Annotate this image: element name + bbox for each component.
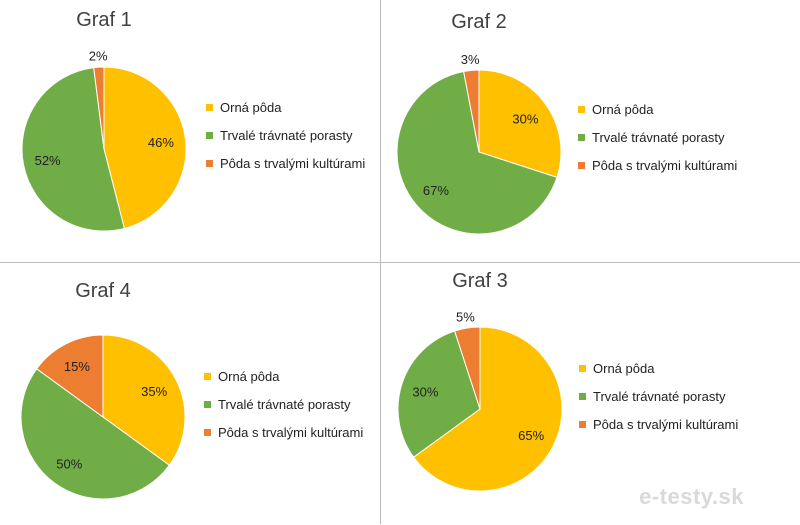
chart-title: Graf 3 — [452, 270, 508, 292]
pie-slice — [412, 326, 563, 492]
slice-data-label: 30% — [512, 111, 538, 126]
legend-item: Pôda s trvalými kultúrami — [578, 151, 737, 179]
pie-chart-svg: Graf 4 35% 50% 15% — [20, 280, 186, 500]
pie-slice — [103, 66, 187, 230]
legend-item: Trvalé trávnaté porasty — [578, 123, 737, 151]
legend-swatch — [204, 400, 211, 408]
legend-swatch — [578, 133, 585, 141]
legend-label: Orná pôda — [593, 360, 655, 376]
chart-title: Graf 2 — [451, 11, 507, 33]
slice-data-label: 15% — [64, 359, 90, 374]
pie-slice — [20, 368, 171, 500]
pie-slice — [478, 69, 562, 178]
chart-title: Graf 1 — [76, 9, 132, 31]
legend-label: Orná pôda — [220, 99, 282, 115]
slice-data-label: 5% — [456, 310, 475, 325]
pie-slice — [397, 330, 481, 458]
legend-label: Pôda s trvalými kultúrami — [593, 416, 739, 432]
slice-data-label: 3% — [461, 52, 480, 67]
slice-data-label: 67% — [423, 183, 449, 198]
legend-item: Orná pôda — [579, 354, 738, 382]
legend-item: Trvalé trávnaté porasty — [206, 121, 365, 149]
legend-swatch — [206, 159, 213, 167]
legend-label: Pôda s trvalými kultúrami — [592, 157, 738, 173]
legend-label: Trvalé trávnaté porasty — [218, 396, 351, 412]
legend-swatch — [578, 161, 585, 169]
pie-slice — [35, 334, 104, 418]
legend-item: Trvalé trávnaté porasty — [579, 382, 738, 410]
pie-chart-svg: Graf 3 65% 30% 5% — [397, 270, 563, 492]
legend-item: Orná pôda — [578, 95, 737, 123]
pie-chart-svg: Graf 2 30% 67% 3% — [396, 11, 562, 235]
legend-item: Orná pôda — [206, 93, 365, 121]
legend-swatch — [204, 372, 211, 380]
legend-swatch — [206, 131, 213, 139]
pie-chart-svg: Graf 1 46% 52% 2% — [21, 9, 187, 232]
slice-data-label: 50% — [56, 456, 82, 471]
legend-item: Pôda s trvalými kultúrami — [206, 149, 365, 177]
chart-panel-graf-2: Graf 2 30% 67% 3% Orná pôda Trvalé trávnaté p… — [381, 0, 761, 262]
legend-swatch — [578, 105, 585, 113]
legend-swatch — [204, 428, 211, 436]
slice-data-label: 52% — [35, 153, 61, 168]
pie-slice — [463, 69, 480, 153]
slice-data-label: 2% — [89, 49, 108, 64]
chart-panel-graf-4: Graf 4 35% 50% 15% Orná pôda Trvalé trávnaté … — [0, 263, 380, 525]
chart-legend: Orná pôda Trvalé trávnaté porasty Pôda s t… — [578, 95, 737, 179]
pie-slice — [396, 70, 558, 235]
chart-legend: Orná pôda Trvalé trávnaté porasty Pôda s t… — [206, 93, 365, 177]
horizontal-divider — [0, 262, 800, 263]
pie-slice — [93, 66, 105, 150]
slice-data-label: 30% — [412, 384, 438, 399]
legend-swatch — [579, 364, 586, 372]
slice-data-label: 46% — [148, 135, 174, 150]
chart-legend: Orná pôda Trvalé trávnaté porasty Pôda s t… — [204, 362, 363, 446]
chart-legend: Orná pôda Trvalé trávnaté porasty Pôda s t… — [579, 354, 738, 438]
slice-data-label: 35% — [141, 384, 167, 399]
legend-label: Pôda s trvalými kultúrami — [220, 155, 366, 171]
legend-item: Pôda s trvalými kultúrami — [204, 418, 363, 446]
pie-slice — [102, 334, 186, 466]
pie-slice — [454, 326, 481, 410]
legend-label: Orná pôda — [218, 368, 280, 384]
legend-swatch — [206, 103, 213, 111]
legend-label: Orná pôda — [592, 101, 654, 117]
watermark-text: e-testy.sk — [639, 484, 744, 509]
slice-data-label: 65% — [518, 428, 544, 443]
legend-swatch — [579, 392, 586, 400]
chart-panel-graf-3: Graf 3 65% 30% 5% Orná pôda Trvalé trávnaté p… — [381, 263, 761, 525]
chart-title: Graf 4 — [75, 280, 131, 302]
chart-panel-graf-1: Graf 1 46% 52% 2% Orná pôda Trvalé trávnaté p… — [0, 0, 380, 262]
legend-item: Trvalé trávnaté porasty — [204, 390, 363, 418]
legend-item: Pôda s trvalými kultúrami — [579, 410, 738, 438]
legend-swatch — [579, 420, 586, 428]
legend-label: Trvalé trávnaté porasty — [593, 388, 726, 404]
legend-label: Trvalé trávnaté porasty — [220, 127, 353, 143]
legend-item: Orná pôda — [204, 362, 363, 390]
legend-label: Pôda s trvalými kultúrami — [218, 424, 364, 440]
legend-label: Trvalé trávnaté porasty — [592, 129, 725, 145]
